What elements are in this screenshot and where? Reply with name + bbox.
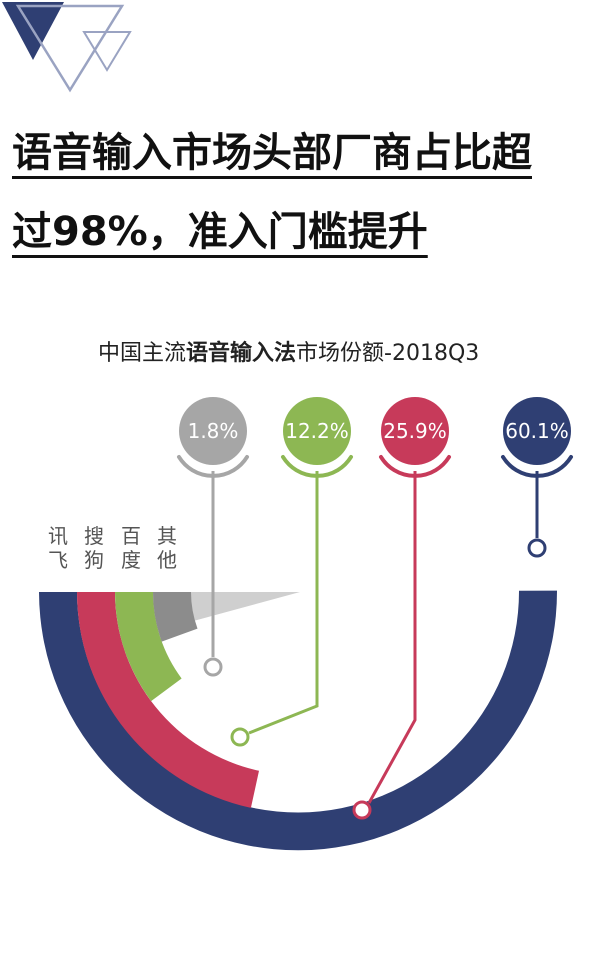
chart-title-suffix: 市场份额-2018Q3: [296, 341, 480, 366]
chart-title-bold: 语音输入法: [186, 341, 297, 366]
series-label-other: 其他: [157, 524, 177, 572]
data-label-sougou: 25.9%: [383, 419, 447, 443]
ring-sougou: [77, 592, 259, 808]
series-label-xunfei: 讯飞: [48, 524, 68, 572]
ring-other: [152, 592, 198, 642]
marker-baidu: [230, 727, 250, 747]
data-label-other: 1.8%: [188, 419, 239, 443]
bubble-xunfei: [503, 397, 571, 465]
logo-small-triangle: [82, 31, 132, 72]
connector-baidu: [248, 471, 319, 735]
marker-xunfei: [527, 538, 547, 558]
headline-line-1: 语音输入市场头部厂商占比超: [12, 130, 532, 176]
chart-title: 中国主流语音输入法市场份额-2018Q3: [98, 335, 479, 367]
headline-line-2: 过98%，准入门槛提升: [12, 209, 428, 255]
corner-logo: [2, 2, 132, 93]
data-label-xunfei: 60.1%: [505, 419, 569, 443]
series-label-baidu: 百度: [121, 524, 141, 572]
data-label-baidu: 12.2%: [285, 419, 349, 443]
connector-sougou: [367, 471, 417, 804]
bubble-other: [179, 397, 247, 465]
ring-xunfei: [39, 590, 558, 851]
series-label-sougou: 搜狗: [84, 524, 104, 572]
logo-outline-triangle: [15, 4, 125, 93]
ring-baidu: [115, 592, 182, 702]
marker-sougou: [352, 800, 372, 820]
chart-title-prefix: 中国主流: [98, 341, 187, 366]
bubble-sougou: [381, 397, 449, 465]
marker-other: [203, 657, 223, 677]
bubble-baidu: [283, 397, 351, 465]
